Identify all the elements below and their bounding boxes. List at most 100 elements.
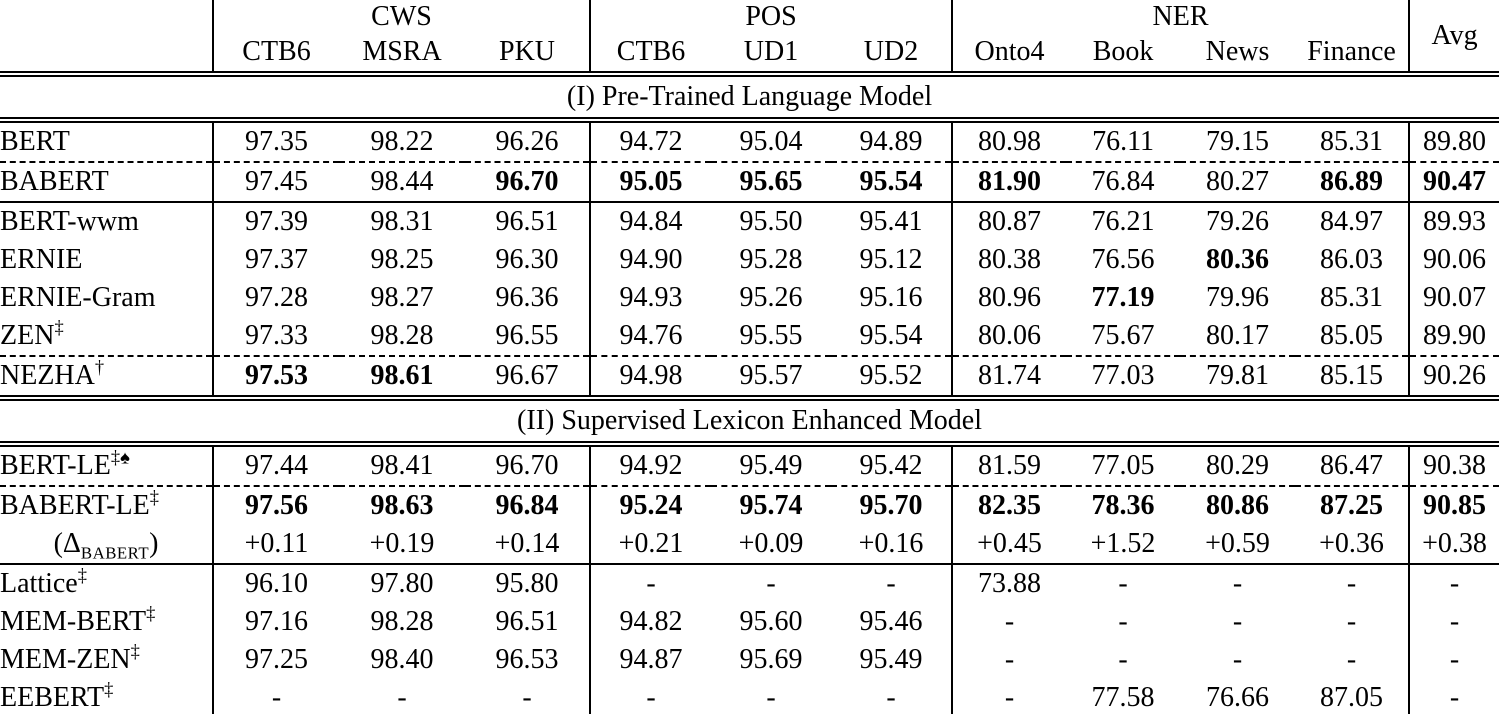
metric-cell: 94.92 xyxy=(590,444,712,487)
row-label: ERNIE-Gram xyxy=(0,279,214,317)
footnote-marker: ‡ xyxy=(104,679,114,700)
metric-cell: 77.05 xyxy=(1066,444,1181,487)
metric-cell: 95.69 xyxy=(739,644,803,675)
label-close-paren: ) xyxy=(149,528,159,559)
metric-cell: 77.19 xyxy=(1091,282,1155,313)
metric-cell: +0.36 xyxy=(1295,525,1411,565)
metric-cell: +1.52 xyxy=(1066,525,1181,565)
subheader-pos-ud1: UD1 xyxy=(743,36,799,67)
metric-cell: - xyxy=(1232,606,1243,637)
table-row: ERNIE 97.37 98.25 96.30 94.90 95.28 95.12 80.38… xyxy=(0,241,1499,279)
metric-cell: 90.47 xyxy=(1409,162,1499,203)
metric-cell: 81.59 xyxy=(952,444,1067,487)
row-label: MEM-ZEN‡ xyxy=(0,641,214,679)
subheader-pos-ctb6: CTB6 xyxy=(616,36,686,67)
metric-cell: 90.38 xyxy=(1409,444,1499,487)
header-sub-row: CTB6 MSRA PKU CTB6 UD1 UD2 Onto4 Book Ne… xyxy=(0,33,1499,74)
metric-cell: 90.26 xyxy=(1423,360,1487,391)
row-label: (ΔBABERT) xyxy=(0,525,214,565)
metric-cell: 95.54 xyxy=(831,317,954,357)
metric-cell: 97.45 xyxy=(213,162,339,203)
table-row: BERT 97.35 98.22 96.26 94.72 95.04 94.89 80.98 7… xyxy=(0,120,1499,163)
metric-cell: 87.05 xyxy=(1295,679,1411,714)
table-row: BERT-wwm 97.39 98.31 96.51 94.84 95.50 95.41 80… xyxy=(0,202,1499,241)
metric-cell: - xyxy=(339,679,465,714)
row-label-header xyxy=(0,0,214,74)
footnote-marker: ‡ xyxy=(77,565,87,586)
metric-cell: +0.21 xyxy=(590,525,712,565)
table-row: EEBERT‡ - - - - - - -77.58 76.66 87.05- xyxy=(0,679,1499,714)
metric-cell: 76.21 xyxy=(1091,206,1155,237)
metric-cell: 85.31 xyxy=(1295,279,1411,317)
table-row: BABERT 97.45 98.44 96.70 95.05 95.65 95.54 81.9… xyxy=(0,162,1499,203)
row-label: BERT-wwm xyxy=(0,202,214,241)
metric-cell: 81.74 xyxy=(978,360,1042,391)
metric-cell: 94.72 xyxy=(590,120,712,163)
metric-cell: 98.31 xyxy=(370,206,434,237)
model-name: MEM-BERT xyxy=(0,606,147,637)
metric-cell: 80.87 xyxy=(978,206,1042,237)
metric-cell: 87.25 xyxy=(1295,486,1411,525)
metric-cell: 95.49 xyxy=(711,444,832,487)
metric-cell: 86.47 xyxy=(1295,444,1411,487)
metric-cell: 97.39 xyxy=(245,206,308,237)
metric-cell: 80.29 xyxy=(1180,444,1296,487)
metric-cell: 95.52 xyxy=(831,356,954,398)
subheader-ner-book: Book xyxy=(1092,36,1154,67)
metric-cell: 79.81 xyxy=(1206,360,1270,391)
model-name: MEM-ZEN xyxy=(0,644,131,675)
subheader-ner-finance: Finance xyxy=(1295,33,1411,74)
subheader-cws-msra: MSRA xyxy=(362,36,442,67)
metric-cell: 86.03 xyxy=(1295,241,1411,279)
metric-cell: 98.27 xyxy=(370,282,434,313)
metric-cell: 95.57 xyxy=(739,360,803,391)
footnote-marker: ‡ xyxy=(54,317,64,338)
metric-cell: 95.16 xyxy=(831,279,954,317)
metric-cell: 97.37 xyxy=(245,244,308,275)
metric-cell: 97.44 xyxy=(213,444,339,487)
metric-cell: 96.51 xyxy=(465,603,592,641)
metric-cell: 94.90 xyxy=(619,244,683,275)
metric-cell: - xyxy=(1295,641,1411,679)
section-header-row: (II) Supervised Lexicon Enhanced Model xyxy=(0,395,1499,447)
subheader-pos-ud2: UD2 xyxy=(831,33,954,74)
metric-cell: 95.12 xyxy=(831,241,954,279)
metric-cell: - xyxy=(1004,606,1015,637)
metric-cell: 96.36 xyxy=(465,279,592,317)
metric-cell: - xyxy=(1232,644,1243,675)
metric-cell: - xyxy=(1232,568,1243,599)
table-row: BERT-LE‡♠ 97.44 98.41 96.70 94.92 95.49 95.42 8… xyxy=(0,444,1499,487)
metric-cell: 94.89 xyxy=(831,120,954,163)
metric-cell: 95.49 xyxy=(831,641,954,679)
metric-cell: 90.07 xyxy=(1423,282,1487,313)
metric-cell: 76.56 xyxy=(1091,244,1155,275)
metric-cell: 97.25 xyxy=(245,644,308,675)
table-row: MEM-ZEN‡ 97.25 98.40 96.53 94.87 95.69 95.49 - -… xyxy=(0,641,1499,679)
metric-cell: - xyxy=(831,564,954,603)
metric-cell: 97.80 xyxy=(370,568,434,599)
metric-cell: 79.96 xyxy=(1206,282,1270,313)
metric-cell: - xyxy=(711,679,832,714)
group-header-ner: NER xyxy=(952,0,1411,33)
metric-cell: 98.28 xyxy=(370,606,434,637)
metric-cell: +0.38 xyxy=(1409,525,1499,565)
avg-header: Avg xyxy=(1408,0,1499,74)
table-row: ERNIE-Gram 97.28 98.27 96.36 94.93 95.26 95.16… xyxy=(0,279,1499,317)
model-name: ZEN xyxy=(0,320,55,351)
metric-cell: +0.45 xyxy=(952,525,1067,565)
metric-cell: 94.82 xyxy=(619,606,683,637)
metric-cell: 89.93 xyxy=(1423,206,1487,237)
metric-cell: 96.51 xyxy=(465,202,592,241)
metric-cell: 94.87 xyxy=(619,644,683,675)
metric-cell: - xyxy=(831,679,954,714)
metric-cell: 80.36 xyxy=(1206,244,1270,275)
metric-cell: 94.93 xyxy=(619,282,683,313)
metric-cell: 97.33 xyxy=(213,317,339,357)
metric-cell: - xyxy=(1449,568,1460,599)
table-row: Lattice‡ 96.10 97.80 95.80- - -73.88- - - - xyxy=(0,564,1499,603)
metric-cell: 77.03 xyxy=(1091,360,1155,391)
table-body: (I) Pre-Trained Language Model BERT 97.35 9… xyxy=(0,71,1499,714)
metric-cell: 76.84 xyxy=(1066,162,1181,203)
model-name: BERT xyxy=(0,126,70,157)
